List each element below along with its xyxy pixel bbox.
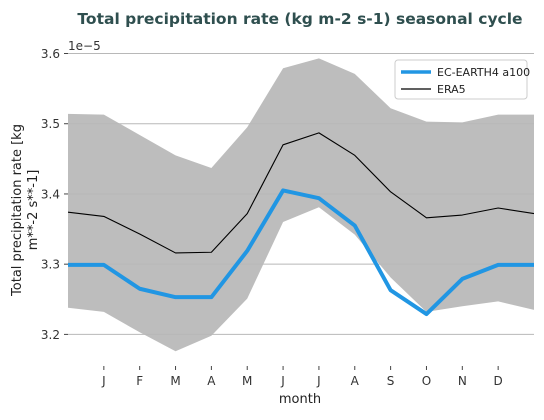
- x-tick-label: M: [170, 374, 180, 388]
- series-line-era5: [68, 132, 534, 254]
- y-axis-label: Total precipitation rate [kg m**-2 s**-1…: [10, 124, 41, 297]
- y-tick-label: 3.3: [41, 258, 60, 272]
- x-tick-label: S: [387, 374, 395, 388]
- x-tick-label: J: [316, 374, 321, 388]
- chart-title: Total precipitation rate (kg m-2 s-1) se…: [77, 10, 522, 28]
- x-tick-label: F: [136, 374, 143, 388]
- x-tick-label: J: [280, 374, 285, 388]
- plot-area: 3.2 3.3 3.4 3.5 3.6 J F M A M J J A S O N D: [41, 47, 534, 388]
- y-axis-label-line-2: m**-2 s**-1]: [26, 170, 41, 251]
- legend: EC-EARTH4 a100 ERA5: [394, 59, 530, 100]
- plot-clip-group: [68, 53, 534, 352]
- y-axis-label-line-1: Total precipitation rate [kg: [10, 124, 25, 297]
- y-tick-label: 3.4: [41, 187, 60, 201]
- legend-label-ec-earth4: EC-EARTH4 a100: [437, 66, 530, 79]
- x-tick-label: D: [494, 374, 503, 388]
- y-tick-label: 3.2: [41, 328, 60, 342]
- legend-label-era5: ERA5: [437, 83, 466, 96]
- x-tick-label: A: [351, 374, 360, 388]
- x-tick-label: N: [458, 374, 467, 388]
- y-axis-ticks: 3.2 3.3 3.4 3.5 3.6: [41, 47, 68, 342]
- x-tick-label: M: [242, 374, 252, 388]
- x-axis-label: month: [279, 392, 321, 407]
- series-line-ec-earth4: [68, 188, 534, 317]
- y-tick-label: 3.5: [41, 117, 60, 131]
- x-tick-label: A: [207, 374, 216, 388]
- y-tick-label: 3.6: [41, 47, 60, 61]
- spread-band: [68, 58, 534, 352]
- y-offset-label: 1e−5: [68, 39, 101, 53]
- x-tick-label: O: [422, 374, 431, 388]
- x-tick-label: J: [101, 374, 106, 388]
